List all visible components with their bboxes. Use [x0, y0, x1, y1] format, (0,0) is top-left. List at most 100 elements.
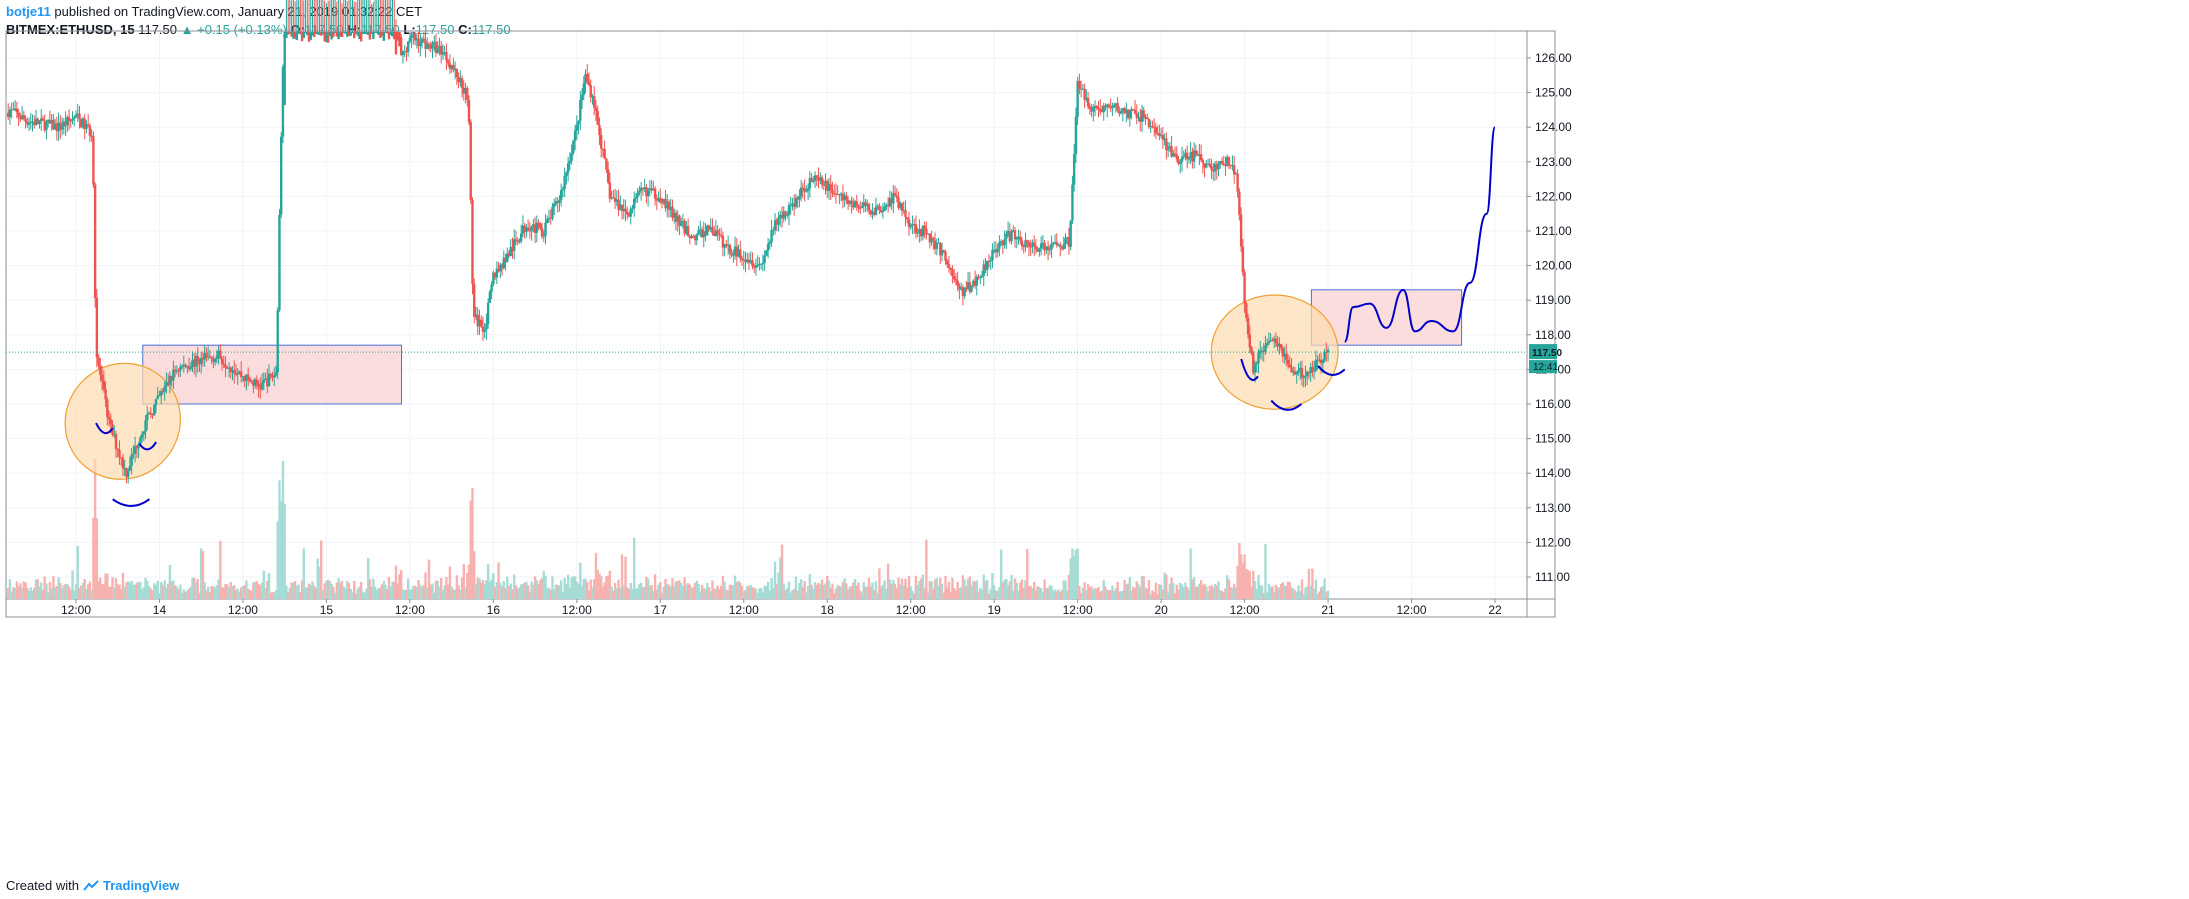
candle-body: [930, 237, 933, 243]
candle-body: [599, 134, 603, 149]
volume-bar: [1099, 591, 1102, 599]
volume-bar: [852, 582, 855, 599]
volume-bar: [1020, 579, 1024, 599]
volume-bar: [843, 578, 846, 599]
candle-body: [848, 200, 852, 204]
volume-bar: [690, 587, 693, 599]
volume-bar: [1032, 582, 1036, 599]
candle-body: [1090, 108, 1093, 112]
candle-body: [959, 287, 963, 290]
volume-bar: [1133, 588, 1137, 599]
volume-bar: [95, 518, 99, 599]
volume-bar: [309, 585, 312, 599]
volume-bar: [422, 585, 425, 599]
volume-bar: [86, 584, 90, 599]
candle-body: [172, 369, 175, 381]
author-link[interactable]: botje11: [6, 4, 51, 19]
candle-body: [553, 203, 556, 207]
price-axis[interactable]: 111.00112.00113.00114.00115.00116.00117.…: [1527, 51, 1572, 584]
price-tag: 117.50 12:41: [1529, 344, 1562, 374]
volume-bar: [547, 587, 551, 599]
candle-body: [1191, 151, 1194, 162]
candle-body: [968, 282, 972, 292]
volume-bar: [519, 584, 523, 599]
freehand-drawings[interactable]: [95, 126, 1496, 507]
volume-bar: [693, 583, 697, 599]
candle-body: [469, 122, 472, 201]
candle-body: [1203, 163, 1206, 168]
volume-bar: [97, 580, 100, 599]
candle-body: [179, 366, 182, 371]
tradingview-link[interactable]: TradingView: [102, 878, 180, 893]
volume-bar: [1281, 582, 1285, 599]
volume-bar: [295, 585, 299, 599]
volume-bar: [1095, 588, 1098, 599]
candle-body: [601, 148, 605, 150]
candle-body: [257, 383, 260, 388]
volume-bar: [302, 548, 306, 599]
candle-body: [535, 222, 539, 233]
volume-bar: [728, 584, 732, 599]
time-axis[interactable]: 12:00 14 12:00 15 12:00 16 12:00 17 12:00 18 12:00…: [61, 599, 1502, 617]
volume-bar: [319, 540, 323, 599]
candle-body: [866, 203, 869, 206]
volume-bar: [1039, 588, 1043, 599]
volume-bar: [879, 586, 883, 599]
volume-bar: [832, 593, 836, 599]
volume-bar: [1231, 587, 1234, 599]
candle-body: [1246, 317, 1250, 335]
candle-body: [351, 32, 354, 34]
candle-body: [626, 211, 629, 215]
candle-body: [10, 109, 13, 111]
candle-body: [679, 222, 683, 226]
candle-body: [1222, 163, 1225, 166]
candle-body: [633, 198, 636, 209]
volume-bar: [959, 587, 963, 599]
volume-bar: [248, 590, 252, 599]
candle-body: [255, 379, 259, 384]
volume-bar: [81, 582, 85, 599]
volume-bar: [826, 575, 829, 599]
volume-bar: [817, 582, 820, 599]
candle-body: [973, 280, 977, 286]
volume-bar: [1213, 583, 1217, 599]
candle-body: [220, 358, 224, 364]
volume-bar: [55, 586, 59, 599]
candle-body: [1158, 133, 1161, 136]
candle-body: [577, 120, 580, 125]
candle-body: [965, 287, 968, 290]
volume-bar: [153, 583, 156, 599]
candle-body: [1213, 163, 1217, 172]
ellipse-drawings[interactable]: [41, 294, 1339, 503]
volume-bar: [114, 578, 118, 599]
candle-body: [415, 38, 419, 41]
candle-body: [55, 123, 59, 132]
volume-bar: [965, 585, 968, 599]
volume-bar: [1152, 592, 1156, 599]
volume-bar: [1081, 587, 1085, 599]
candle-body: [1154, 127, 1158, 134]
candle-body: [831, 190, 834, 194]
candlesticks[interactable]: [6, 0, 1330, 484]
volume-bar: [853, 579, 857, 599]
volume-bar: [147, 586, 151, 599]
candle-body: [90, 135, 93, 137]
candle-body: [832, 193, 836, 195]
volume-bar: [316, 558, 319, 599]
candle-body: [382, 32, 385, 41]
volume-bar: [1182, 587, 1185, 599]
candle-body: [114, 434, 118, 449]
volume-bar: [99, 577, 102, 599]
price-tag-bg: [1529, 344, 1557, 360]
candle-body: [147, 412, 151, 415]
volume-bar: [1283, 585, 1286, 599]
candle-body: [361, 32, 365, 33]
volume-bar: [787, 581, 791, 599]
candle-body: [707, 225, 711, 230]
candle-body: [876, 205, 879, 208]
volume-bar: [1146, 588, 1149, 599]
volume-bar: [1125, 584, 1128, 599]
x-tick-label: 12:00: [61, 603, 91, 617]
candle-body: [391, 32, 394, 37]
